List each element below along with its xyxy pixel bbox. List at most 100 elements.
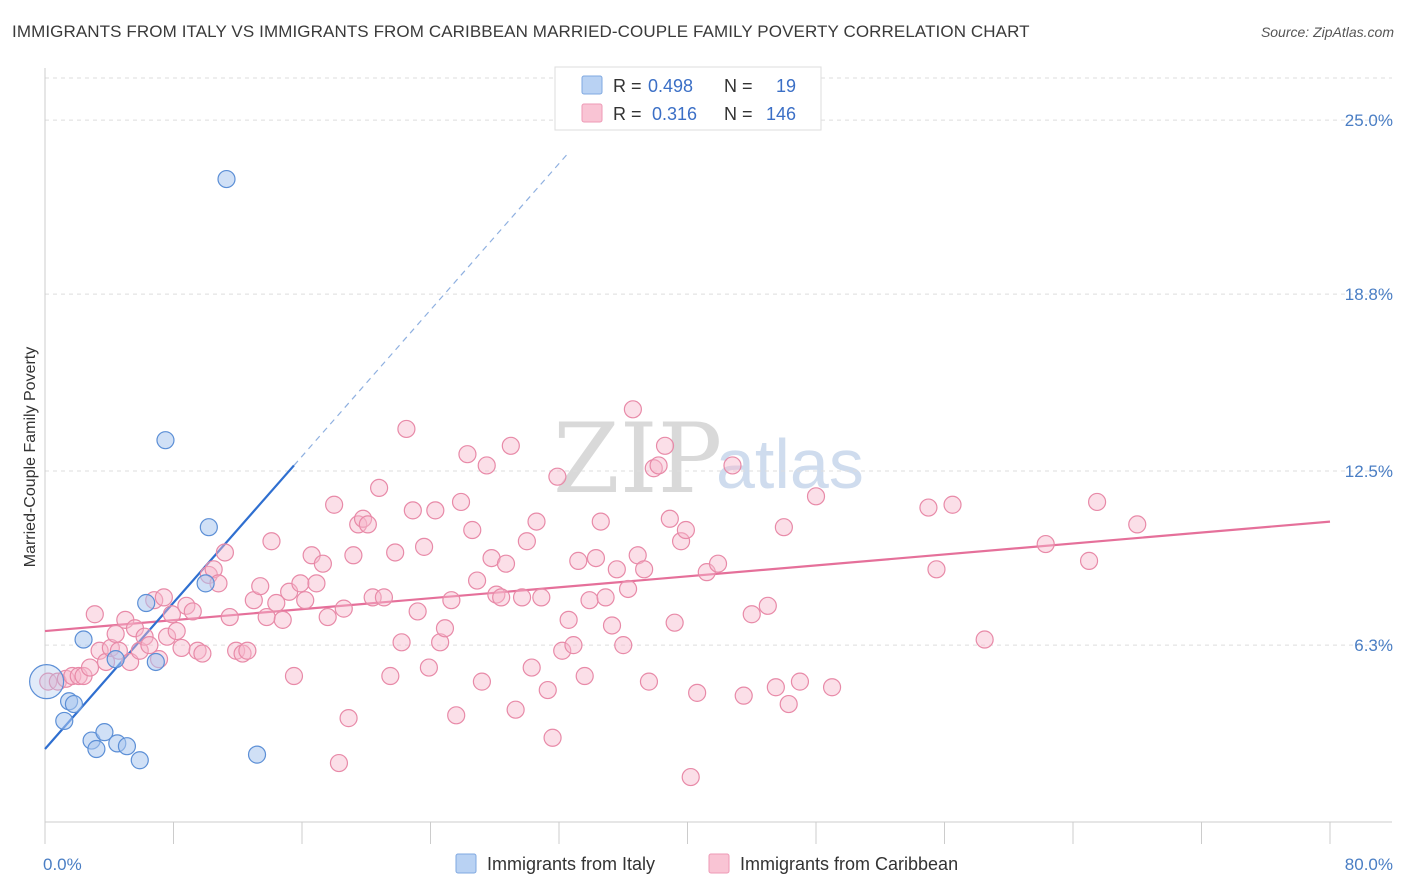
- point-caribbean: [251, 577, 270, 596]
- y-tick-label: 12.5%: [1345, 462, 1393, 481]
- point-caribbean: [607, 560, 626, 579]
- point-caribbean: [688, 683, 707, 702]
- point-caribbean: [553, 641, 572, 660]
- point-caribbean: [522, 658, 541, 677]
- point-caribbean: [238, 641, 257, 660]
- point-caribbean: [723, 456, 742, 475]
- point-caribbean: [602, 616, 622, 635]
- bottom-legend-label-italy: Immigrants from Italy: [487, 854, 655, 874]
- point-caribbean: [467, 571, 487, 590]
- watermark-zip: ZIP: [553, 403, 722, 515]
- point-caribbean: [487, 585, 506, 604]
- point-caribbean: [477, 456, 496, 475]
- trend-line-italy: [44, 464, 295, 750]
- point-caribbean: [1079, 551, 1099, 570]
- point-caribbean: [447, 706, 466, 725]
- point-caribbean: [90, 641, 109, 660]
- point-caribbean: [386, 543, 405, 562]
- point-caribbean: [85, 605, 104, 624]
- point-italy: [217, 169, 236, 189]
- point-caribbean: [431, 633, 450, 652]
- point-caribbean: [639, 672, 659, 691]
- point-caribbean: [538, 680, 557, 700]
- point-caribbean: [80, 658, 100, 677]
- point-caribbean: [358, 515, 377, 534]
- bottom-legend-swatch-italy: [455, 853, 477, 874]
- point-caribbean: [586, 548, 606, 568]
- point-italy: [64, 694, 84, 714]
- point-caribbean: [660, 509, 679, 528]
- point-italy: [130, 751, 149, 770]
- point-caribbean: [392, 633, 411, 652]
- x-tick-label: 80.0%: [1345, 855, 1393, 874]
- point-caribbean: [569, 551, 588, 570]
- point-caribbean: [655, 436, 675, 455]
- point-caribbean: [559, 610, 578, 629]
- legend-n-label-caribbean: N =: [724, 104, 753, 124]
- point-caribbean: [262, 532, 281, 551]
- point-caribbean: [671, 532, 691, 551]
- point-caribbean: [403, 501, 422, 520]
- point-caribbean: [1128, 515, 1147, 534]
- point-caribbean: [167, 621, 186, 641]
- point-italy: [247, 745, 267, 764]
- point-caribbean: [157, 627, 177, 646]
- legend-swatch-italy: [581, 75, 603, 95]
- legend-n-value-caribbean: 146: [766, 104, 796, 124]
- point-caribbean: [154, 588, 173, 607]
- point-caribbean: [284, 666, 304, 686]
- point-italy: [156, 431, 175, 450]
- point-caribbean: [596, 588, 615, 607]
- point-caribbean: [325, 495, 344, 514]
- legend-r-label-caribbean: R =: [613, 104, 642, 124]
- point-caribbean: [492, 588, 511, 607]
- point-italy: [106, 650, 125, 669]
- point-caribbean: [580, 591, 599, 610]
- point-caribbean: [1036, 534, 1055, 554]
- point-caribbean: [927, 560, 946, 579]
- series-legend: Immigrants from Italy Immigrants from Ca…: [455, 853, 958, 874]
- y-tick-label: 6.3%: [1354, 636, 1393, 655]
- point-italy: [29, 664, 65, 700]
- point-caribbean: [766, 678, 785, 697]
- point-caribbean: [162, 605, 181, 624]
- point-caribbean: [635, 560, 654, 579]
- y-tick-label: 25.0%: [1345, 111, 1393, 130]
- point-caribbean: [318, 607, 337, 627]
- point-caribbean: [329, 753, 349, 773]
- legend-r-value-caribbean: 0.316: [652, 104, 697, 124]
- legend-swatch-caribbean: [581, 103, 603, 123]
- point-caribbean: [708, 554, 728, 573]
- point-caribbean: [183, 602, 202, 621]
- point-caribbean: [543, 728, 562, 747]
- point-caribbean: [130, 641, 149, 660]
- point-caribbean: [644, 459, 663, 478]
- point-caribbean: [419, 658, 438, 677]
- chart-title: IMMIGRANTS FROM ITALY VS IMMIGRANTS FROM…: [12, 22, 1030, 41]
- trend-extension-italy: [293, 154, 568, 466]
- point-italy: [87, 739, 106, 759]
- point-caribbean: [472, 672, 491, 691]
- point-caribbean: [975, 630, 994, 649]
- point-caribbean: [172, 638, 191, 658]
- point-caribbean: [451, 492, 471, 512]
- point-caribbean: [339, 709, 358, 728]
- point-caribbean: [397, 419, 416, 439]
- point-italy: [199, 518, 218, 537]
- point-caribbean: [806, 487, 826, 506]
- data-points: [29, 169, 1147, 787]
- bottom-legend-swatch-caribbean: [708, 853, 730, 874]
- point-caribbean: [532, 588, 551, 607]
- point-caribbean: [442, 591, 461, 610]
- point-caribbean: [233, 644, 252, 663]
- legend-n-label-italy: N =: [724, 76, 753, 96]
- point-italy: [55, 711, 74, 731]
- point-caribbean: [220, 607, 239, 627]
- point-caribbean: [512, 588, 532, 607]
- point-caribbean: [774, 518, 793, 537]
- tick-labels: 6.3% 12.5% 18.8% 25.0% 0.0% 80.0%: [43, 111, 1393, 874]
- point-caribbean: [215, 543, 234, 562]
- point-caribbean: [919, 498, 938, 517]
- point-caribbean: [334, 599, 353, 618]
